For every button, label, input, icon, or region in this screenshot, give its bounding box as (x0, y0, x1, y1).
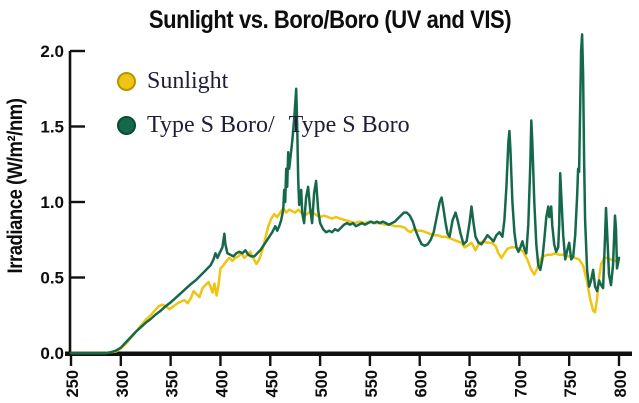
boro-series-line (69, 33, 621, 355)
legend-item-boro: Type S Boro/ Type S Boro (117, 110, 410, 140)
x-tick-label: 750 (562, 370, 580, 398)
chart-legend: Sunlight Type S Boro/ Type S Boro (117, 66, 410, 154)
x-tick-label: 250 (64, 370, 82, 398)
x-tick-label: 450 (263, 370, 281, 398)
y-tick-label: 2.0 (40, 42, 64, 61)
legend-item-sunlight: Sunlight (117, 66, 410, 96)
y-tick-label: 0.0 (40, 344, 64, 363)
x-tick-label: 700 (512, 370, 530, 398)
y-tick-label: 1.5 (40, 118, 64, 137)
y-tick-label: 1.0 (40, 193, 64, 212)
x-tick-label: 300 (114, 370, 132, 398)
legend-label-sunlight: Sunlight (147, 67, 229, 94)
legend-label-boro-right: Type S Boro (288, 111, 410, 138)
chart-title: Sunlight vs. Boro/Boro (UV and VIS) (148, 6, 512, 34)
x-tick-label: 550 (363, 370, 381, 398)
boro-marker-icon (117, 115, 136, 135)
x-tick-label: 500 (313, 370, 331, 398)
y-axis-title: Irradiance (W/m²/nm) (4, 98, 27, 274)
x-tick-label: 600 (413, 370, 431, 398)
legend-label-boro-left: Type S Boro/ (147, 111, 275, 138)
sunlight-series-line (69, 206, 621, 355)
y-tick-label: 0.5 (40, 269, 64, 288)
sunlight-marker-icon (117, 71, 136, 91)
x-tick-label: 650 (463, 370, 481, 398)
x-tick-label: 800 (612, 370, 630, 398)
x-axis-line (65, 351, 632, 356)
x-tick-label: 400 (213, 370, 231, 398)
x-tick-label: 350 (164, 370, 182, 398)
